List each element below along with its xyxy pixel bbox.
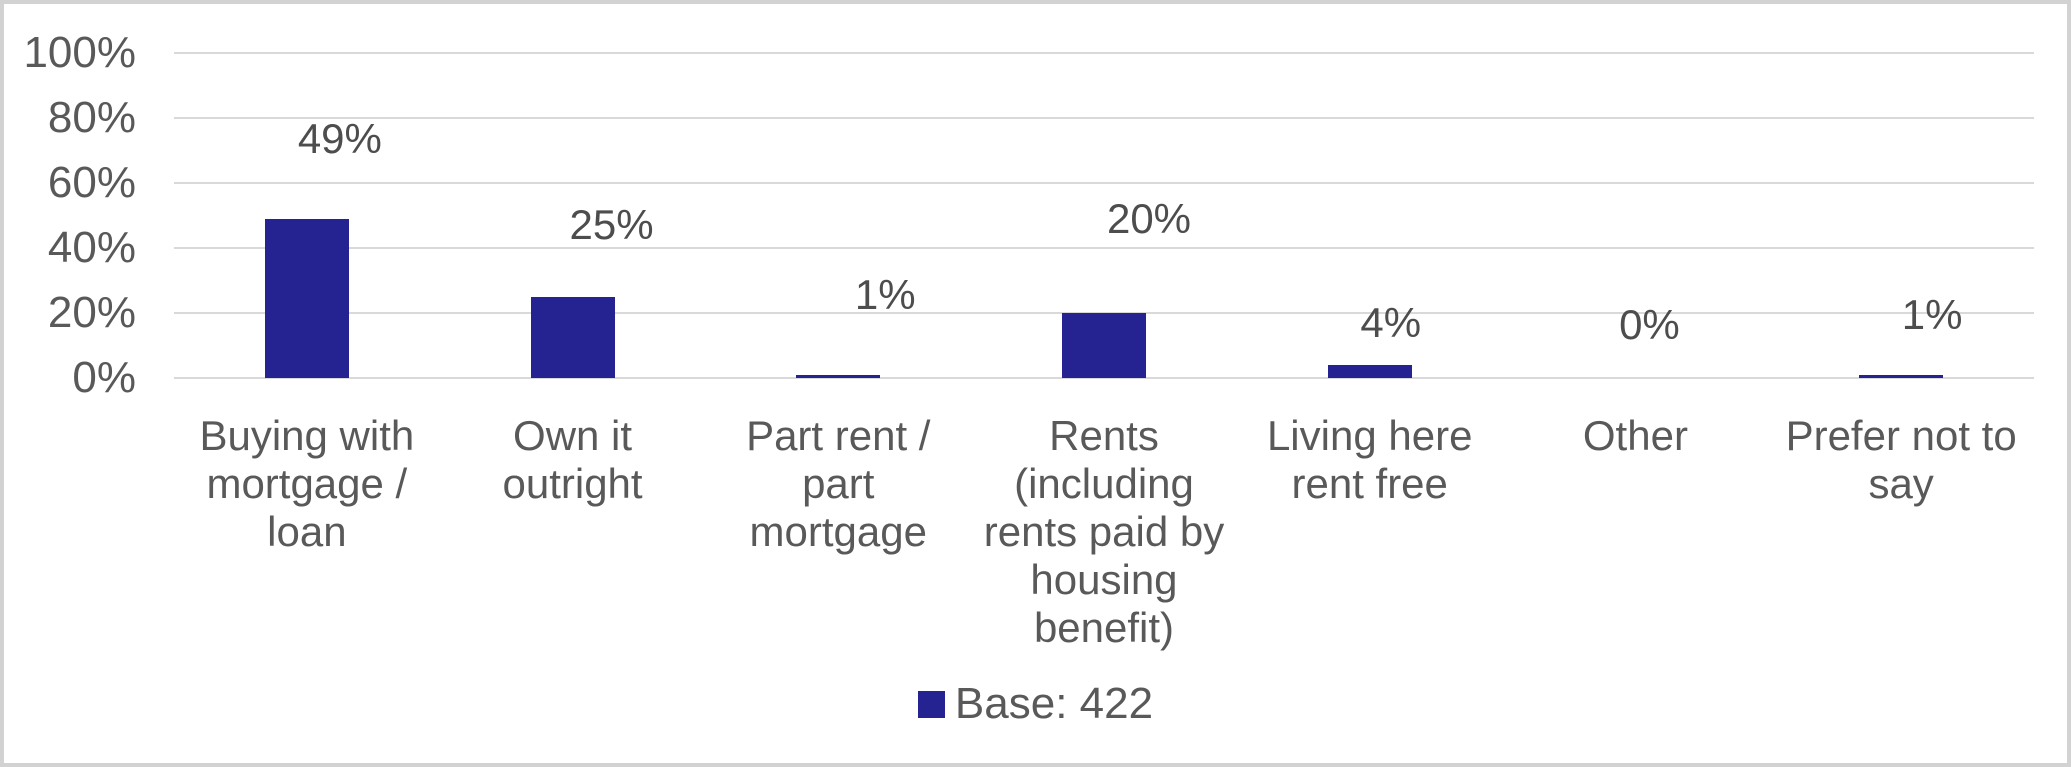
gridline [174, 377, 2034, 379]
bar-value-label: 1% [854, 271, 916, 318]
legend: Base: 422 [4, 680, 2067, 728]
bar-value-label: 20% [1106, 195, 1192, 242]
y-axis-tick-label: 80% [47, 93, 136, 142]
category-label-line: rent free [1291, 460, 1448, 507]
legend-label: Base: 422 [954, 679, 1154, 728]
category-label-line: benefit) [1033, 604, 1175, 651]
category-label-line: Part rent / part [746, 412, 931, 507]
gridline [174, 117, 2034, 119]
category-label-line: Living here [1266, 412, 1473, 459]
category-label: Buying with mortgage / loan [174, 412, 440, 556]
category-label: Living here rent free [1237, 412, 1503, 508]
category-label-line: loan [267, 508, 347, 555]
bar [1327, 365, 1412, 378]
category-label-line: rents paid by [983, 508, 1225, 555]
category-label-line: Buying with [199, 412, 415, 459]
category-label: Part rent / part mortgage [705, 412, 971, 556]
category-label-line: Prefer not to [1785, 412, 2017, 459]
category-label-line: (including [1014, 460, 1194, 507]
category-label-line: mortgage [749, 508, 927, 555]
category-label: Rents (including rents paid by housing benef… [971, 412, 1237, 652]
y-axis-tick-label: 60% [47, 158, 136, 207]
gridline [174, 182, 2034, 184]
gridline [174, 52, 2034, 54]
y-axis-tick-label: 40% [47, 223, 136, 272]
category-label-line: housing [1030, 556, 1178, 603]
bar-value-label: 4% [1360, 299, 1422, 346]
category-label: Own it outright [440, 412, 706, 508]
y-axis-tick-label: 20% [47, 288, 136, 337]
bar-value-label: 49% [297, 115, 382, 162]
category-label: Prefer not to say [1768, 412, 2034, 508]
bar-value-label: 25% [569, 201, 654, 248]
bar [530, 297, 615, 378]
bar [1859, 375, 1944, 378]
bar [796, 375, 881, 378]
category-label-line: Rents [1049, 412, 1159, 459]
gridline [174, 247, 2034, 249]
category-label-line: mortgage / [206, 460, 408, 507]
category-label-line: Own it [513, 412, 633, 459]
category-label: Other [1503, 412, 1769, 460]
y-axis-tick-label: 100% [23, 28, 136, 77]
bar-value-label: 0% [1619, 301, 1680, 348]
y-axis-tick-label: 0% [72, 353, 136, 402]
category-label-line: Other [1582, 412, 1688, 459]
bar [264, 219, 349, 378]
bar [1062, 313, 1146, 378]
category-label-line: outright [502, 460, 643, 507]
bar-value-label: 1% [1901, 291, 1963, 338]
legend-swatch-icon [917, 690, 945, 718]
category-label-line: say [1868, 460, 1934, 507]
